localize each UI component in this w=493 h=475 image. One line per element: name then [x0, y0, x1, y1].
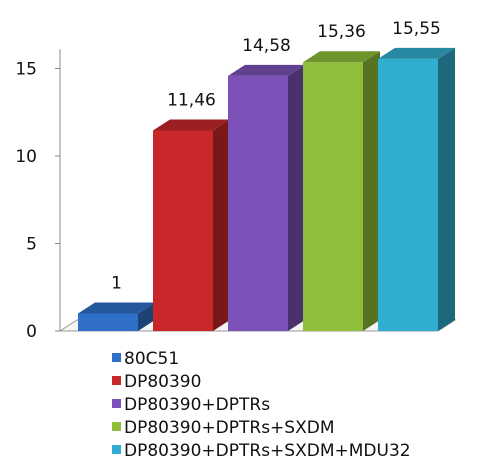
data-label-5: 15,55: [392, 19, 441, 39]
legend-label: DP80390+DPTRs+SXDM: [124, 418, 335, 438]
bar-top-face: [228, 64, 305, 76]
bar-top-face: [78, 302, 155, 314]
bar-front-face: [228, 75, 288, 331]
bar-front-face: [153, 130, 213, 331]
data-label-3: 14,58: [242, 36, 291, 56]
bar-5: [378, 47, 455, 331]
legend-label: 80C51: [124, 349, 180, 369]
bar-front-face: [303, 62, 363, 331]
bar-side-face: [288, 64, 305, 331]
bar-side-face: [438, 47, 455, 331]
labels-layer: 1 11,46 14,58 15,36 15,55: [111, 19, 441, 294]
legend-swatch: [112, 375, 121, 385]
bar-front-face: [378, 58, 438, 331]
legend-swatch: [112, 398, 121, 408]
bar-chart: 0 5 10 15 1 11,46 14,58 15,36 15,55: [15, 19, 457, 342]
legend-label: DP80390+DPTRs+SXDM+MDU32: [124, 441, 411, 461]
y-tick-label: 15: [15, 60, 37, 80]
bar-1: [78, 302, 155, 331]
bar-side-face: [213, 119, 230, 331]
legend-item: DP80390+DPTRs+SXDM: [112, 417, 411, 440]
legend-swatch: [112, 444, 121, 454]
y-tick-label: 0: [26, 322, 37, 342]
legend-item: DP80390+DPTRs: [112, 394, 411, 417]
data-label-4: 15,36: [317, 22, 366, 42]
bar-4: [303, 51, 380, 331]
bar-side-face: [138, 302, 155, 331]
legend-swatch: [112, 352, 121, 362]
y-tick-label: 5: [26, 235, 37, 255]
data-label-1: 1: [111, 274, 122, 294]
bar-top-face: [153, 119, 230, 131]
bar-top-face: [303, 51, 380, 63]
bar-2: [153, 119, 230, 331]
bar-side-face: [363, 51, 380, 331]
legend: 80C51 DP80390 DP80390+DPTRs DP80390+DPTRs+S…: [112, 348, 411, 463]
data-label-2: 11,46: [167, 90, 216, 110]
legend-item: DP80390: [112, 371, 411, 394]
bar-front-face: [78, 313, 138, 331]
bar-top-face: [378, 47, 455, 59]
y-tick-label: 10: [15, 147, 37, 167]
legend-item: 80C51: [112, 348, 411, 371]
legend-item: DP80390+DPTRs+SXDM+MDU32: [112, 440, 411, 463]
legend-label: DP80390+DPTRs: [124, 395, 271, 415]
legend-label: DP80390: [124, 372, 202, 392]
bar-3: [228, 64, 305, 331]
bars-layer: [78, 47, 455, 331]
legend-swatch: [112, 421, 121, 431]
